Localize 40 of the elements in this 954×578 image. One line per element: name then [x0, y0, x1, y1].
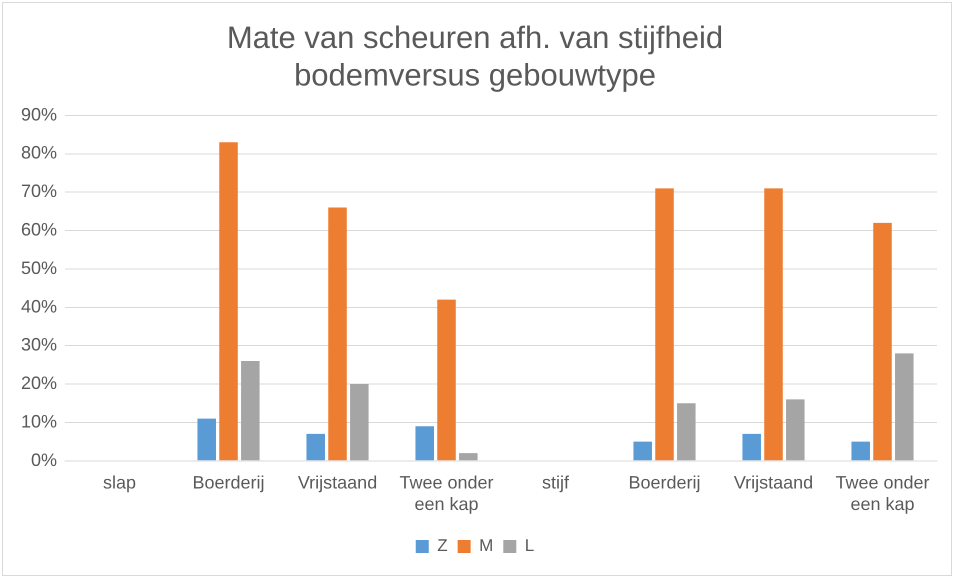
x-tick-label: slap	[103, 472, 136, 493]
x-tick-label: Vrijstaand	[734, 472, 814, 493]
bar	[742, 434, 761, 460]
legend-label: Z	[437, 536, 448, 556]
bar	[873, 222, 892, 460]
bar	[764, 188, 783, 460]
y-tick-label: 0%	[31, 450, 58, 470]
bar	[633, 442, 652, 460]
y-tick-label: 90%	[20, 104, 58, 124]
bar	[655, 188, 674, 460]
y-tick-label: 70%	[20, 181, 58, 202]
bar	[786, 399, 805, 460]
y-tick-label: 40%	[20, 296, 58, 316]
y-tick-label: 80%	[20, 142, 58, 163]
x-tick-label: stijf	[542, 472, 570, 493]
legend-label: L	[524, 536, 534, 556]
bar	[851, 442, 870, 460]
bar	[241, 361, 260, 460]
bar	[306, 434, 325, 460]
x-tick-label: Twee onder een kap	[835, 472, 930, 514]
y-tick-label: 60%	[20, 220, 58, 240]
bar	[895, 353, 914, 460]
x-tick-label: Boerderij	[628, 472, 701, 493]
bar	[350, 384, 369, 460]
x-tick-label: Vrijstaand	[298, 472, 378, 493]
y-tick-label: 10%	[20, 411, 58, 432]
y-tick-label: 20%	[20, 373, 58, 394]
x-tick-label: Twee onder een kap	[399, 472, 494, 514]
bar	[415, 426, 434, 460]
bar	[437, 300, 456, 460]
x-tick-label: Boerderij	[192, 472, 265, 493]
legend-label: M	[479, 536, 494, 556]
bar	[219, 142, 238, 460]
chart-title: Mate van scheuren afh. van stijfheid bodemversus gebouwtype	[226, 20, 724, 92]
bar	[459, 453, 478, 460]
bar	[197, 418, 216, 460]
y-tick-label: 50%	[20, 258, 58, 278]
bar	[677, 403, 696, 460]
bar	[328, 208, 347, 460]
y-tick-label: 30%	[20, 334, 58, 355]
